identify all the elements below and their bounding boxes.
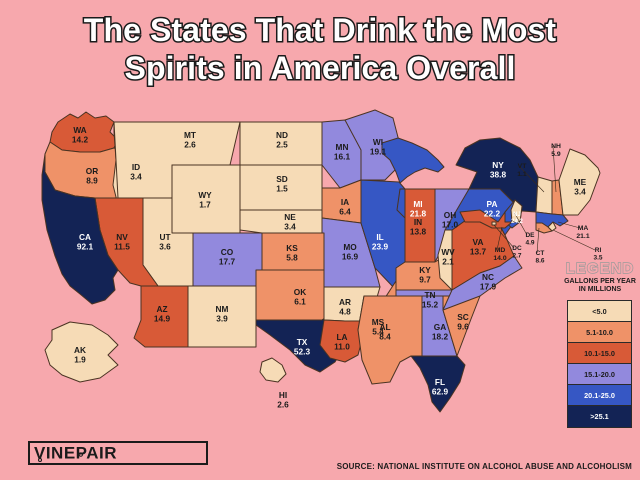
svg-text:8.4: 8.4 xyxy=(379,331,391,341)
svg-text:3.4: 3.4 xyxy=(574,186,586,196)
svg-text:22.2: 22.2 xyxy=(484,208,501,218)
svg-text:52.3: 52.3 xyxy=(294,346,311,356)
svg-text:3.4: 3.4 xyxy=(284,221,296,231)
svg-text:62.9: 62.9 xyxy=(432,386,449,396)
svg-text:1.1: 1.1 xyxy=(517,171,527,178)
svg-text:14.2: 14.2 xyxy=(72,134,89,144)
svg-text:DC: DC xyxy=(512,245,522,252)
svg-text:8.9: 8.9 xyxy=(86,175,98,185)
svg-text:17.7: 17.7 xyxy=(219,256,236,266)
svg-text:4.9: 4.9 xyxy=(525,240,534,247)
svg-text:MD: MD xyxy=(495,247,506,254)
svg-text:19.1: 19.1 xyxy=(370,146,387,156)
svg-text:1.7: 1.7 xyxy=(199,199,211,209)
svg-text:18.2: 18.2 xyxy=(432,331,449,341)
svg-text:2.7: 2.7 xyxy=(512,253,521,260)
svg-text:VT: VT xyxy=(518,163,528,170)
svg-text:3.4: 3.4 xyxy=(130,171,142,181)
svg-text:11.0: 11.0 xyxy=(334,341,350,351)
svg-text:16.1: 16.1 xyxy=(334,151,351,161)
svg-text:16.9: 16.9 xyxy=(342,251,359,261)
svg-text:15.2: 15.2 xyxy=(422,299,439,309)
svg-text:1.9: 1.9 xyxy=(74,354,86,364)
svg-text:21.1: 21.1 xyxy=(576,233,589,240)
svg-text:RI: RI xyxy=(595,247,602,254)
svg-text:24.2: 24.2 xyxy=(511,219,523,225)
svg-text:MA: MA xyxy=(578,225,589,232)
svg-text:2.5: 2.5 xyxy=(276,139,288,149)
svg-text:13.7: 13.7 xyxy=(470,246,487,256)
svg-text:9.6: 9.6 xyxy=(457,321,469,331)
svg-text:13.8: 13.8 xyxy=(410,226,427,236)
svg-text:5.8: 5.8 xyxy=(286,252,298,262)
svg-text:17.9: 17.9 xyxy=(480,281,497,291)
svg-text:14.9: 14.9 xyxy=(154,313,171,323)
svg-text:11.5: 11.5 xyxy=(114,241,130,251)
svg-text:VINEPAIR: VINEPAIR xyxy=(34,444,117,462)
svg-text:92.1: 92.1 xyxy=(77,241,94,251)
svg-text:5.9: 5.9 xyxy=(551,151,561,158)
svg-text:4.8: 4.8 xyxy=(339,306,351,316)
svg-text:2.6: 2.6 xyxy=(277,399,289,409)
svg-text:NH: NH xyxy=(551,143,561,150)
svg-text:23.9: 23.9 xyxy=(372,241,389,251)
svg-text:CT: CT xyxy=(536,250,545,257)
svg-text:NJ: NJ xyxy=(513,212,521,218)
svg-text:3.9: 3.9 xyxy=(216,313,228,323)
svg-text:8.6: 8.6 xyxy=(535,258,544,265)
svg-text:9.7: 9.7 xyxy=(419,274,431,284)
svg-text:17.0: 17.0 xyxy=(442,219,459,229)
svg-text:6.1: 6.1 xyxy=(294,296,306,306)
svg-text:2.6: 2.6 xyxy=(184,139,196,149)
svg-text:14.0: 14.0 xyxy=(493,255,506,262)
svg-text:1.5: 1.5 xyxy=(276,183,288,193)
svg-text:6.4: 6.4 xyxy=(339,206,351,216)
svg-text:38.8: 38.8 xyxy=(490,169,507,179)
svg-text:3.6: 3.6 xyxy=(159,241,171,251)
svg-text:DE: DE xyxy=(525,232,535,239)
svg-text:2.1: 2.1 xyxy=(442,256,454,266)
